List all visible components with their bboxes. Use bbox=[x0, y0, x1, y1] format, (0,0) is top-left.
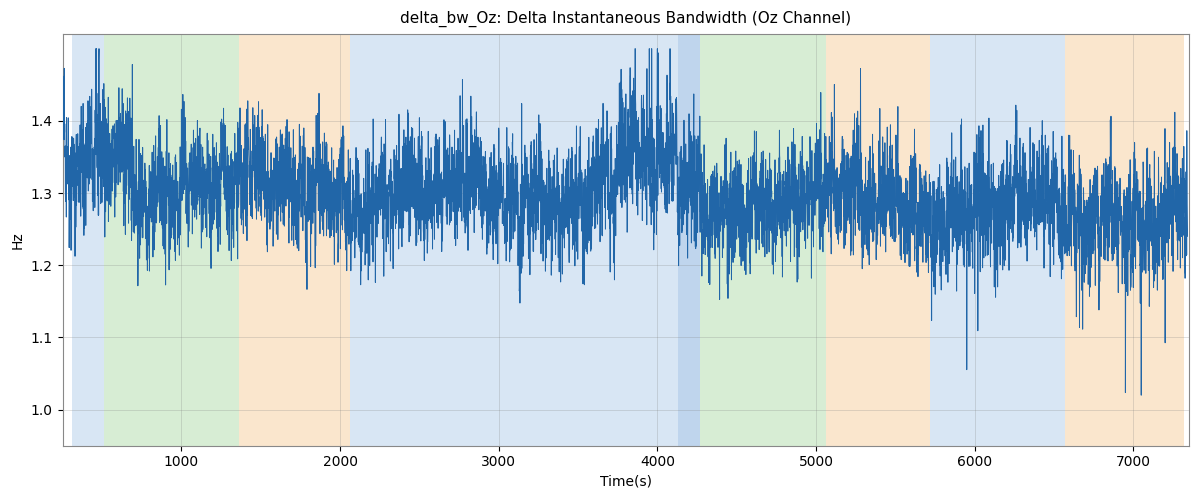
Bar bbox=[678, 34, 701, 446]
Y-axis label: Hz: Hz bbox=[11, 231, 25, 249]
Bar bbox=[239, 34, 349, 446]
Bar bbox=[349, 34, 678, 446]
Title: delta_bw_Oz: Delta Instantaneous Bandwidth (Oz Channel): delta_bw_Oz: Delta Instantaneous Bandwid… bbox=[400, 11, 851, 28]
X-axis label: Time(s): Time(s) bbox=[600, 475, 652, 489]
Bar bbox=[701, 34, 826, 446]
Bar bbox=[826, 34, 930, 446]
Bar bbox=[103, 34, 239, 446]
Bar bbox=[930, 34, 1066, 446]
Bar bbox=[1066, 34, 1184, 446]
Bar bbox=[72, 34, 103, 446]
